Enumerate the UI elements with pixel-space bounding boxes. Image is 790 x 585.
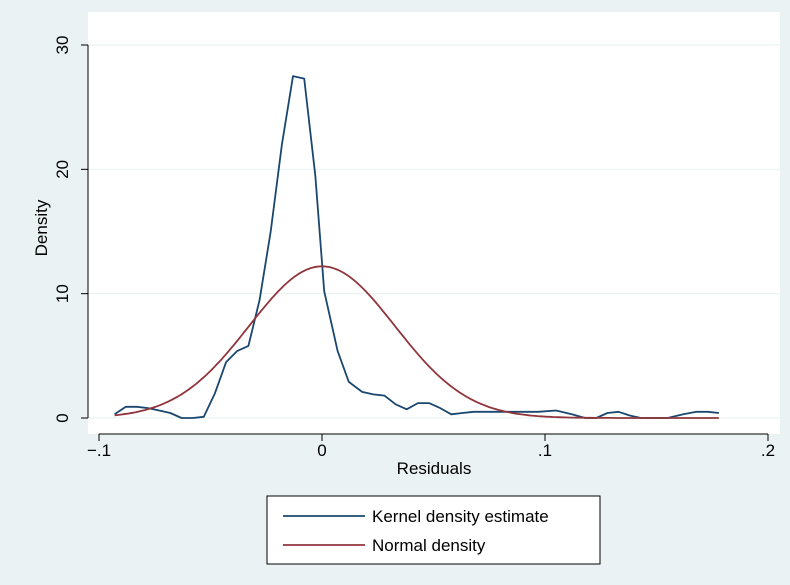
x-tick-label: .1 — [538, 441, 552, 460]
legend: Kernel density estimate Normal density — [266, 495, 601, 565]
legend-box — [266, 495, 601, 565]
normal-density-line — [114, 265, 719, 419]
y-tick-label: 20 — [53, 160, 72, 179]
legend-label-normal: Normal density — [372, 536, 486, 555]
x-tick-label: .2 — [761, 441, 775, 460]
x-tick-label: 0 — [317, 441, 326, 460]
y-tick-label: 0 — [53, 413, 72, 422]
x-axis-label: Residuals — [397, 459, 472, 478]
legend-label-kernel: Kernel density estimate — [372, 507, 549, 526]
y-axis-label: Density — [32, 199, 51, 256]
plot-area — [88, 12, 780, 434]
y-tick-label: 30 — [53, 36, 72, 55]
kernel-density-line — [114, 75, 719, 419]
y-tick-label: 10 — [53, 284, 72, 303]
x-tick-label: −.1 — [87, 441, 111, 460]
